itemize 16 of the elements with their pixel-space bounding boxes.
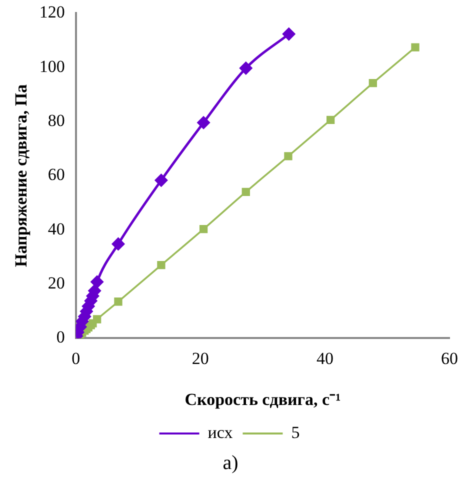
y-tick-label: 0 — [56, 328, 65, 347]
x-tick-label: 20 — [192, 348, 209, 368]
legend-label: исх — [208, 422, 234, 442]
x-tick-label: 0 — [72, 348, 80, 368]
x-tick-label: 40 — [316, 348, 334, 368]
y-tick-label: 40 — [48, 219, 65, 238]
y-tick-label: 20 — [48, 274, 65, 292]
legend-label: 5 — [291, 422, 300, 442]
y-tick-label: 100 — [39, 56, 65, 76]
y-tick-label: 120 — [39, 2, 65, 22]
y-tick-label: 80 — [48, 111, 65, 130]
text: а) — [222, 452, 240, 475]
x-tick-label: 60 — [441, 348, 458, 368]
y-axis-title: Напряжение сдвига, Па — [12, 84, 31, 267]
y-tick-label: 60 — [48, 165, 65, 184]
x-axis-title: Скорость сдвига, с⁻¹ — [184, 390, 341, 410]
